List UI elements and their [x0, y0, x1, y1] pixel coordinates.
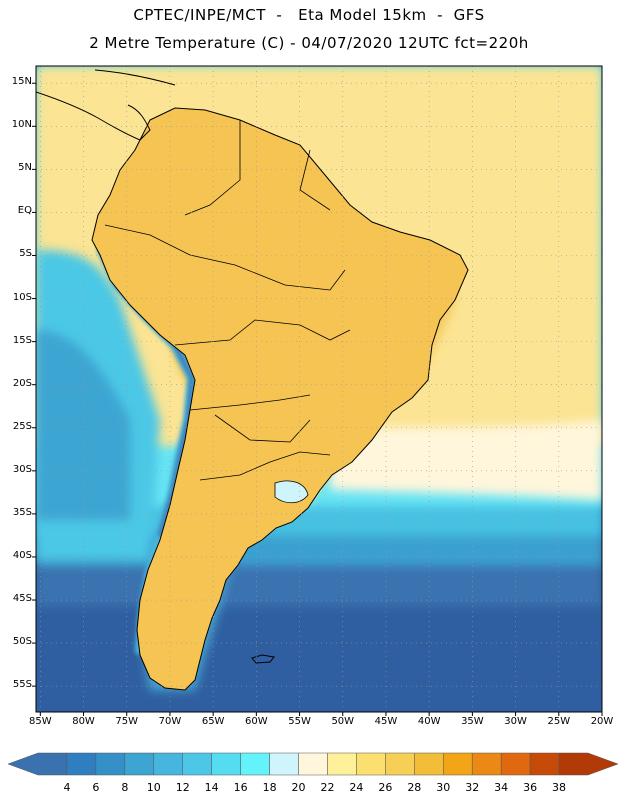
lon-label: 80W — [72, 716, 95, 727]
colorbar-swatch — [443, 752, 473, 776]
lon-label: 25W — [547, 716, 571, 727]
central-america-outline — [36, 91, 151, 141]
lon-label: 65W — [201, 716, 225, 727]
lat-label: 45S — [12, 593, 32, 605]
colorbar — [7, 752, 618, 776]
colorbar-label: 36 — [523, 781, 538, 794]
colorbar-swatch — [124, 752, 155, 776]
colorbar-swatch — [500, 752, 531, 776]
colorbar-label: 4 — [63, 781, 71, 794]
title-line-2: 2 Metre Temperature (C) - 04/07/2020 12U… — [89, 34, 529, 52]
colorbar-swatch — [385, 752, 415, 776]
lat-label: 35S — [12, 506, 32, 518]
colorbar-label: 34 — [494, 781, 509, 794]
colorbar-swatch — [269, 752, 299, 776]
colorbar-swatch — [471, 752, 502, 776]
lon-label: 70W — [158, 716, 182, 727]
colorbar-swatch — [529, 752, 560, 776]
colorbar-swatch — [95, 752, 126, 776]
colorbar-label: 14 — [204, 781, 219, 794]
pacific-cool-tongue-outer — [36, 330, 130, 520]
lat-label: 5S — [19, 248, 32, 260]
colorbar-swatch — [298, 752, 328, 776]
lon-label: 85W — [29, 716, 52, 727]
lat-label: 20S — [12, 377, 32, 389]
colorbar-swatch — [66, 752, 97, 776]
colorbar-label: 6 — [92, 781, 100, 794]
lat-label: 40S — [12, 549, 32, 561]
colorbar-label: 26 — [378, 781, 393, 794]
colorbar-label: 22 — [320, 781, 335, 794]
lon-label: 45W — [374, 716, 398, 727]
colorbar-label: 16 — [233, 781, 248, 794]
colorbar-swatch — [240, 752, 270, 776]
lat-label: 50S — [12, 636, 32, 648]
title-line-1: CPTEC/INPE/MCT - Eta Model 15km - GFS — [133, 6, 485, 24]
band-atlantic-light — [330, 420, 602, 500]
colorbar-label: 28 — [407, 781, 422, 794]
lon-label: 60W — [245, 716, 268, 727]
lat-label: 10N — [11, 119, 32, 131]
lat-label: 55S — [12, 679, 32, 691]
colorbar-swatch — [558, 752, 618, 776]
lat-label: 15S — [12, 334, 32, 346]
colorbar-label: 12 — [175, 781, 190, 794]
lat-label: EQ — [17, 205, 32, 217]
colorbar-label: 24 — [349, 781, 364, 794]
lat-label: 15N — [11, 76, 32, 88]
map-frame — [35, 65, 603, 713]
colorbar-swatch — [153, 752, 183, 776]
lon-label: 55W — [288, 716, 311, 727]
falklands-outline — [251, 654, 275, 664]
lat-label: 10S — [12, 291, 32, 303]
colorbar-label: 38 — [552, 781, 567, 794]
colorbar-swatch — [182, 752, 212, 776]
lat-label: 30S — [12, 463, 32, 475]
colorbar-swatch — [356, 752, 386, 776]
colorbar-label: 30 — [436, 781, 451, 794]
lon-label: 35W — [461, 716, 484, 727]
colorbar-swatch — [327, 752, 357, 776]
colorbar-swatch — [211, 752, 241, 776]
cuba-outline — [94, 69, 176, 86]
colorbar-swatch — [414, 752, 444, 776]
country-borders — [104, 120, 351, 481]
colorbar-label: 18 — [262, 781, 277, 794]
colorbar-label: 32 — [465, 781, 480, 794]
lon-label: 50W — [331, 716, 355, 727]
lon-label: 20W — [590, 716, 614, 727]
colorbar-label: 20 — [291, 781, 306, 794]
temperature-field — [36, 66, 602, 712]
colorbar-swatch — [7, 752, 68, 776]
lon-label: 75W — [115, 716, 139, 727]
colorbar-label: 8 — [121, 781, 129, 794]
lon-label: 40W — [417, 716, 441, 727]
lat-label: 5N — [18, 162, 32, 174]
lon-label: 30W — [504, 716, 527, 727]
colorbar-label: 10 — [146, 781, 161, 794]
lat-label: 25S — [12, 420, 32, 432]
